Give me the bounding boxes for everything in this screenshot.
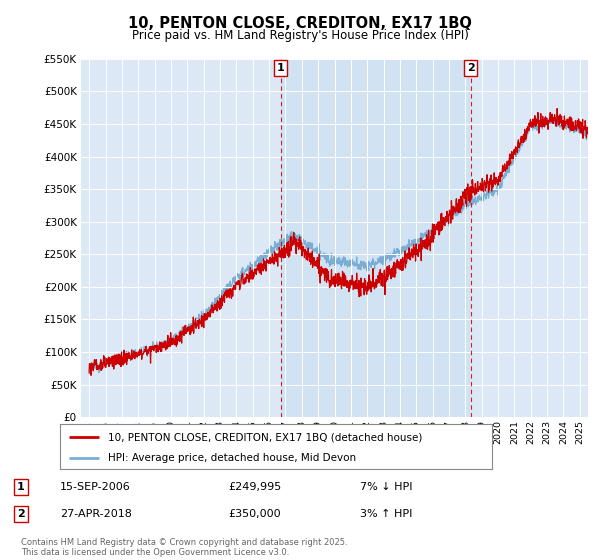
Text: 2: 2 bbox=[17, 509, 25, 519]
Text: HPI: Average price, detached house, Mid Devon: HPI: Average price, detached house, Mid … bbox=[107, 453, 356, 463]
Text: 3% ↑ HPI: 3% ↑ HPI bbox=[360, 509, 412, 519]
Text: 15-SEP-2006: 15-SEP-2006 bbox=[60, 482, 131, 492]
Text: 2: 2 bbox=[467, 63, 475, 73]
Text: Contains HM Land Registry data © Crown copyright and database right 2025.
This d: Contains HM Land Registry data © Crown c… bbox=[21, 538, 347, 557]
Text: 1: 1 bbox=[17, 482, 25, 492]
Text: 1: 1 bbox=[277, 63, 284, 73]
Text: 7% ↓ HPI: 7% ↓ HPI bbox=[360, 482, 413, 492]
Text: 10, PENTON CLOSE, CREDITON, EX17 1BQ: 10, PENTON CLOSE, CREDITON, EX17 1BQ bbox=[128, 16, 472, 31]
Text: 27-APR-2018: 27-APR-2018 bbox=[60, 509, 132, 519]
Text: £249,995: £249,995 bbox=[228, 482, 281, 492]
Text: £350,000: £350,000 bbox=[228, 509, 281, 519]
Bar bbox=[281, 59, 470, 417]
Text: 10, PENTON CLOSE, CREDITON, EX17 1BQ (detached house): 10, PENTON CLOSE, CREDITON, EX17 1BQ (de… bbox=[107, 432, 422, 442]
Text: Price paid vs. HM Land Registry's House Price Index (HPI): Price paid vs. HM Land Registry's House … bbox=[131, 29, 469, 42]
